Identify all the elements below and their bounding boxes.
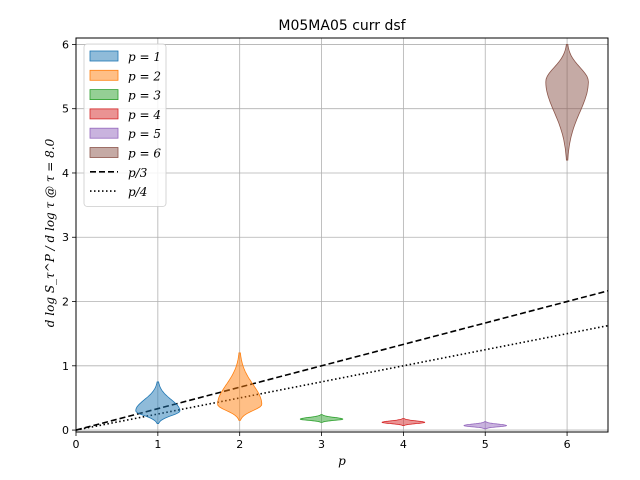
y-tick-label: 5 (62, 103, 69, 116)
legend-swatch-p6 (89, 147, 119, 158)
x-tick-label: 3 (318, 438, 325, 451)
legend-label-p4: p = 4 (128, 108, 161, 122)
x-axis-label: p (338, 454, 346, 468)
x-tick-label: 0 (73, 438, 80, 451)
legend-label-p6: p = 6 (128, 147, 161, 161)
legend-swatch-p3 (89, 89, 119, 100)
legend-label-dotted: p/4 (128, 185, 147, 199)
violin-p2 (217, 352, 263, 421)
legend-label-p3: p = 3 (128, 89, 161, 103)
legend-label-p1: p = 1 (128, 50, 161, 64)
grid-lines (75, 38, 608, 432)
x-tick-label: 2 (236, 438, 243, 451)
violin-p1 (135, 381, 181, 424)
violin-group (135, 44, 589, 430)
legend-swatch-p5 (89, 127, 119, 139)
y-tick-label: 3 (62, 231, 69, 244)
x-tick-label: 4 (400, 438, 407, 451)
y-tick-label: 4 (62, 167, 69, 180)
legend-label-p5: p = 5 (128, 127, 161, 141)
y-tick-label: 0 (62, 424, 69, 437)
y-tick-label: 6 (62, 38, 69, 51)
legend: p = 1 p = 2 p = 3 p = 4 p = 5 p = 6 p/3 p/4 (83, 43, 167, 207)
violin-p6 (545, 44, 589, 161)
x-tick-label: 1 (154, 438, 161, 451)
x-tick-label: 5 (482, 438, 489, 451)
violin-p4 (381, 418, 426, 426)
y-axis-label: d log S_τ^P / d log τ @ τ = 8.0 (43, 138, 57, 327)
legend-swatch-p2 (89, 69, 119, 81)
legend-box (83, 43, 167, 207)
legend-label-p2: p = 2 (128, 69, 161, 83)
violin-p3 (299, 414, 344, 423)
chart-title: M05MA05 curr dsf (278, 18, 406, 34)
axis-ticks: 0 1 2 3 4 5 6 0 1 2 3 4 5 6 (62, 38, 571, 451)
y-tick-label: 1 (62, 360, 69, 373)
legend-swatch-p4 (89, 108, 119, 120)
y-tick-label: 2 (62, 296, 69, 309)
violin-p5 (463, 421, 508, 430)
legend-swatch-p1 (89, 50, 119, 62)
axes-frame (75, 37, 609, 433)
x-tick-label: 6 (564, 438, 571, 451)
legend-label-dashed: p/3 (128, 166, 148, 180)
